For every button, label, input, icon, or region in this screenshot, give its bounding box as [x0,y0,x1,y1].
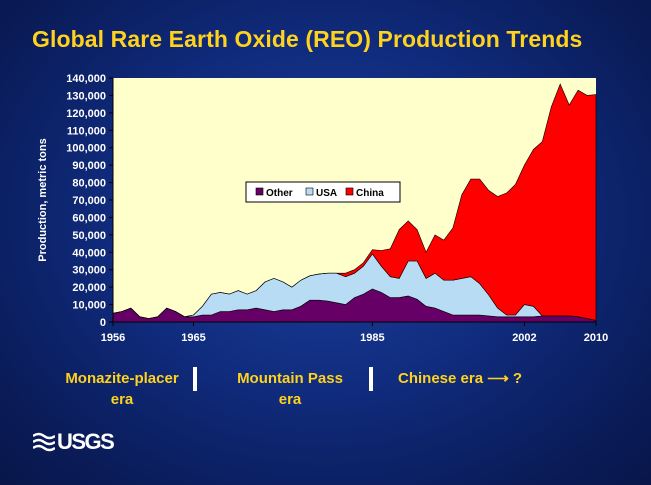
legend-swatch [345,187,354,196]
y-tick-label: 110,000 [67,125,106,137]
legend-label: China [356,188,384,199]
usgs-waves-icon [33,432,55,452]
legend-box [245,181,401,203]
era-label-chinese: Chinese era ⟶ ? [398,368,568,389]
era-label-line1: Monazite-placer [65,370,179,387]
page-title: Global Rare Earth Oxide (REO) Production… [32,26,583,52]
y-tick-label: 80,000 [72,178,106,190]
y-tick-label: 70,000 [72,195,106,207]
legend: Other USA China [245,181,401,203]
legend-label: Other [266,188,293,199]
y-tick-label: 10,000 [72,300,106,312]
x-tick-label: 1985 [360,332,384,344]
x-tick-label: 1965 [181,332,205,344]
y-tick-label: 60,000 [72,212,106,224]
y-tick-label: 90,000 [72,160,106,172]
legend-swatch [305,187,314,196]
era-label-line1: Mountain Pass [237,370,343,387]
y-tick-label: 30,000 [72,265,106,277]
era-label-mountain-pass: Mountain Pass era [220,368,360,410]
usgs-logo: USGS [33,429,115,454]
y-tick-label: 20,000 [72,282,106,294]
era-label-monazite: Monazite-placer era [42,368,202,410]
era-label-line2: era [278,391,302,408]
x-tick-label: 1956 [101,332,125,344]
chart-areas [112,83,597,323]
y-tick-label: 50,000 [72,230,106,242]
era-label-line1: Chinese era ⟶ ? [398,370,523,387]
y-tick-label: 100,000 [66,143,106,155]
y-axis-ticks: 0 10,000 20,000 30,000 40,000 50,000 60,000 70,… [66,73,113,329]
usgs-logo-text: USGS [57,429,115,454]
era-label-line2: era [110,391,134,408]
legend-swatch [255,187,264,196]
era-divider [369,367,373,391]
area-series-china [112,83,597,321]
y-tick-label: 0 [100,317,106,329]
x-tick-label: 2010 [584,332,608,344]
x-axis-ticks: 1956 1965 1985 2002 2010 [101,322,608,344]
y-tick-label: 130,000 [66,90,106,102]
y-tick-label: 140,000 [66,73,106,85]
x-tick-label: 2002 [512,332,536,344]
legend-label: USA [316,188,337,199]
y-tick-label: 40,000 [72,247,106,259]
y-tick-label: 120,000 [66,108,106,120]
y-axis-label: Production, metric tons [37,138,49,261]
era-divider [193,367,197,391]
